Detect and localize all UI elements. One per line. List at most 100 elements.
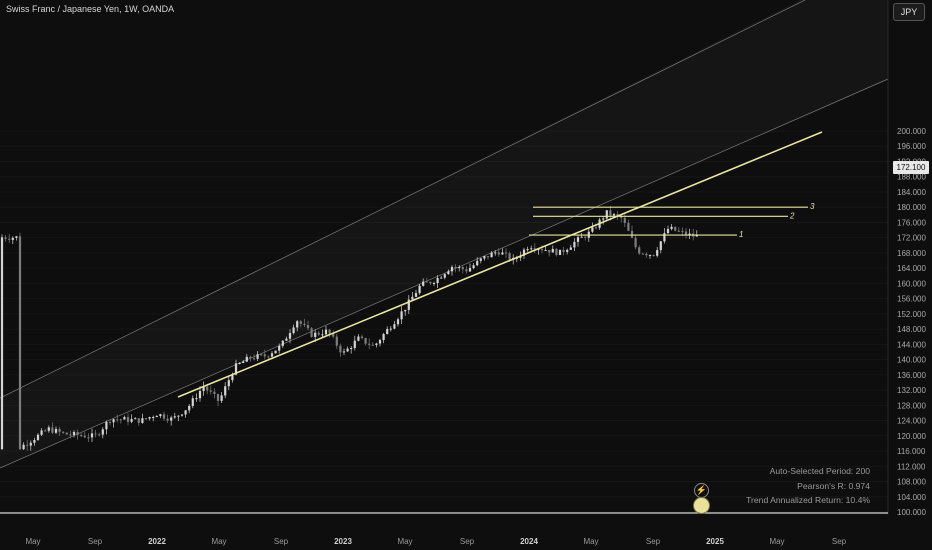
- candle-body: [11, 237, 14, 240]
- candle-body: [90, 433, 94, 438]
- candle-body: [677, 230, 680, 232]
- candle-body: [278, 345, 281, 351]
- candle-body: [76, 431, 79, 436]
- candle-body: [638, 247, 641, 254]
- candle-body: [0, 237, 4, 450]
- candle-body: [18, 236, 22, 450]
- candle-body: [573, 241, 576, 248]
- candle-body: [173, 416, 176, 418]
- candle-body: [432, 283, 436, 285]
- candle-body: [105, 421, 108, 430]
- candle-body: [252, 358, 256, 360]
- chart-title: Swiss Franc / Japanese Yen, 1W, OANDA: [6, 4, 175, 14]
- y-tick-label: 148.000: [897, 325, 926, 334]
- horizontal-levels: 1 2 3: [529, 202, 815, 239]
- regression-stats: Auto-Selected Period: 200 Pearson's R: 0…: [746, 464, 870, 508]
- candle-body: [8, 238, 11, 240]
- candle-body: [522, 249, 526, 256]
- candle-body: [310, 328, 313, 337]
- lightning-icon[interactable]: ⚡: [694, 483, 709, 498]
- candle-body: [346, 348, 349, 352]
- candle-body: [533, 248, 536, 250]
- candle-body: [270, 353, 274, 357]
- candle-body: [306, 325, 310, 329]
- candle-body: [454, 266, 457, 268]
- candle-body: [58, 428, 61, 432]
- candle-body: [497, 252, 500, 255]
- candle-body: [198, 391, 202, 399]
- candle-body: [267, 356, 270, 358]
- candle-body: [180, 414, 184, 416]
- support-trendline: [177, 131, 823, 398]
- support-trendline-line: [177, 131, 823, 398]
- y-tick-label: 140.000: [897, 356, 926, 365]
- stat-period: Auto-Selected Period: 200: [769, 466, 870, 476]
- candle-body: [296, 321, 299, 328]
- candle-body: [292, 327, 295, 334]
- candle-body: [299, 321, 302, 324]
- candle-body: [684, 231, 688, 236]
- candle-body: [134, 418, 137, 420]
- candle-body: [605, 210, 608, 219]
- candle-body: [458, 267, 461, 269]
- candle-body: [580, 236, 583, 238]
- candle-body: [378, 340, 382, 344]
- candle-body: [245, 356, 248, 362]
- candle-body: [119, 419, 122, 421]
- y-tick-label: 104.000: [897, 493, 926, 502]
- x-tick-label: 2023: [334, 537, 352, 546]
- candle-body: [137, 418, 140, 423]
- currency-button[interactable]: JPY: [893, 3, 925, 21]
- candle-body: [530, 248, 533, 250]
- candle-body: [584, 236, 587, 238]
- candle-body: [555, 248, 558, 255]
- candle-body: [159, 414, 162, 417]
- candle-body: [65, 432, 68, 435]
- x-tick-label: May: [769, 537, 784, 546]
- candle-body: [206, 386, 209, 391]
- candle-body: [504, 252, 508, 254]
- candle-body: [663, 233, 666, 242]
- candle-body: [386, 329, 389, 335]
- candle-body: [29, 442, 32, 446]
- candle-body: [425, 281, 428, 283]
- candle-body: [483, 256, 486, 259]
- candle-body: [494, 252, 497, 254]
- candle-body: [162, 414, 166, 419]
- y-tick-label: 124.000: [897, 417, 926, 426]
- regression-channel: [0, 0, 889, 469]
- candles: [0, 205, 698, 451]
- candle-body: [98, 434, 101, 436]
- candle-body: [47, 427, 50, 431]
- candle-body: [450, 266, 454, 272]
- candle-body: [501, 252, 504, 255]
- candle-body: [123, 417, 126, 420]
- candle-body: [634, 237, 637, 248]
- replay-icon[interactable]: [693, 497, 710, 514]
- candle-body: [411, 296, 414, 300]
- candle-body: [94, 433, 97, 435]
- candle-body: [526, 249, 529, 251]
- grid: [0, 130, 888, 513]
- stat-return: Trend Annualized Return: 10.4%: [746, 495, 870, 505]
- candle-body: [231, 374, 234, 381]
- candle-body: [468, 268, 472, 272]
- candle-body: [382, 334, 385, 341]
- candle-body: [328, 329, 331, 334]
- channel-upper: [0, 0, 806, 399]
- level-label-3: 3: [810, 202, 815, 211]
- candle-body: [314, 332, 317, 337]
- candle-body: [274, 350, 277, 354]
- x-tick-label: 2024: [520, 537, 538, 546]
- candle-body: [670, 226, 673, 230]
- x-tick-label: May: [397, 537, 412, 546]
- x-tick-label: Sep: [832, 537, 847, 546]
- candle-body: [195, 398, 198, 400]
- candle-body: [33, 440, 36, 443]
- x-tick-label: Sep: [646, 537, 661, 546]
- candle-body: [414, 293, 418, 297]
- candle-body: [558, 249, 562, 255]
- candle-body: [44, 430, 47, 432]
- candle-body: [360, 336, 364, 338]
